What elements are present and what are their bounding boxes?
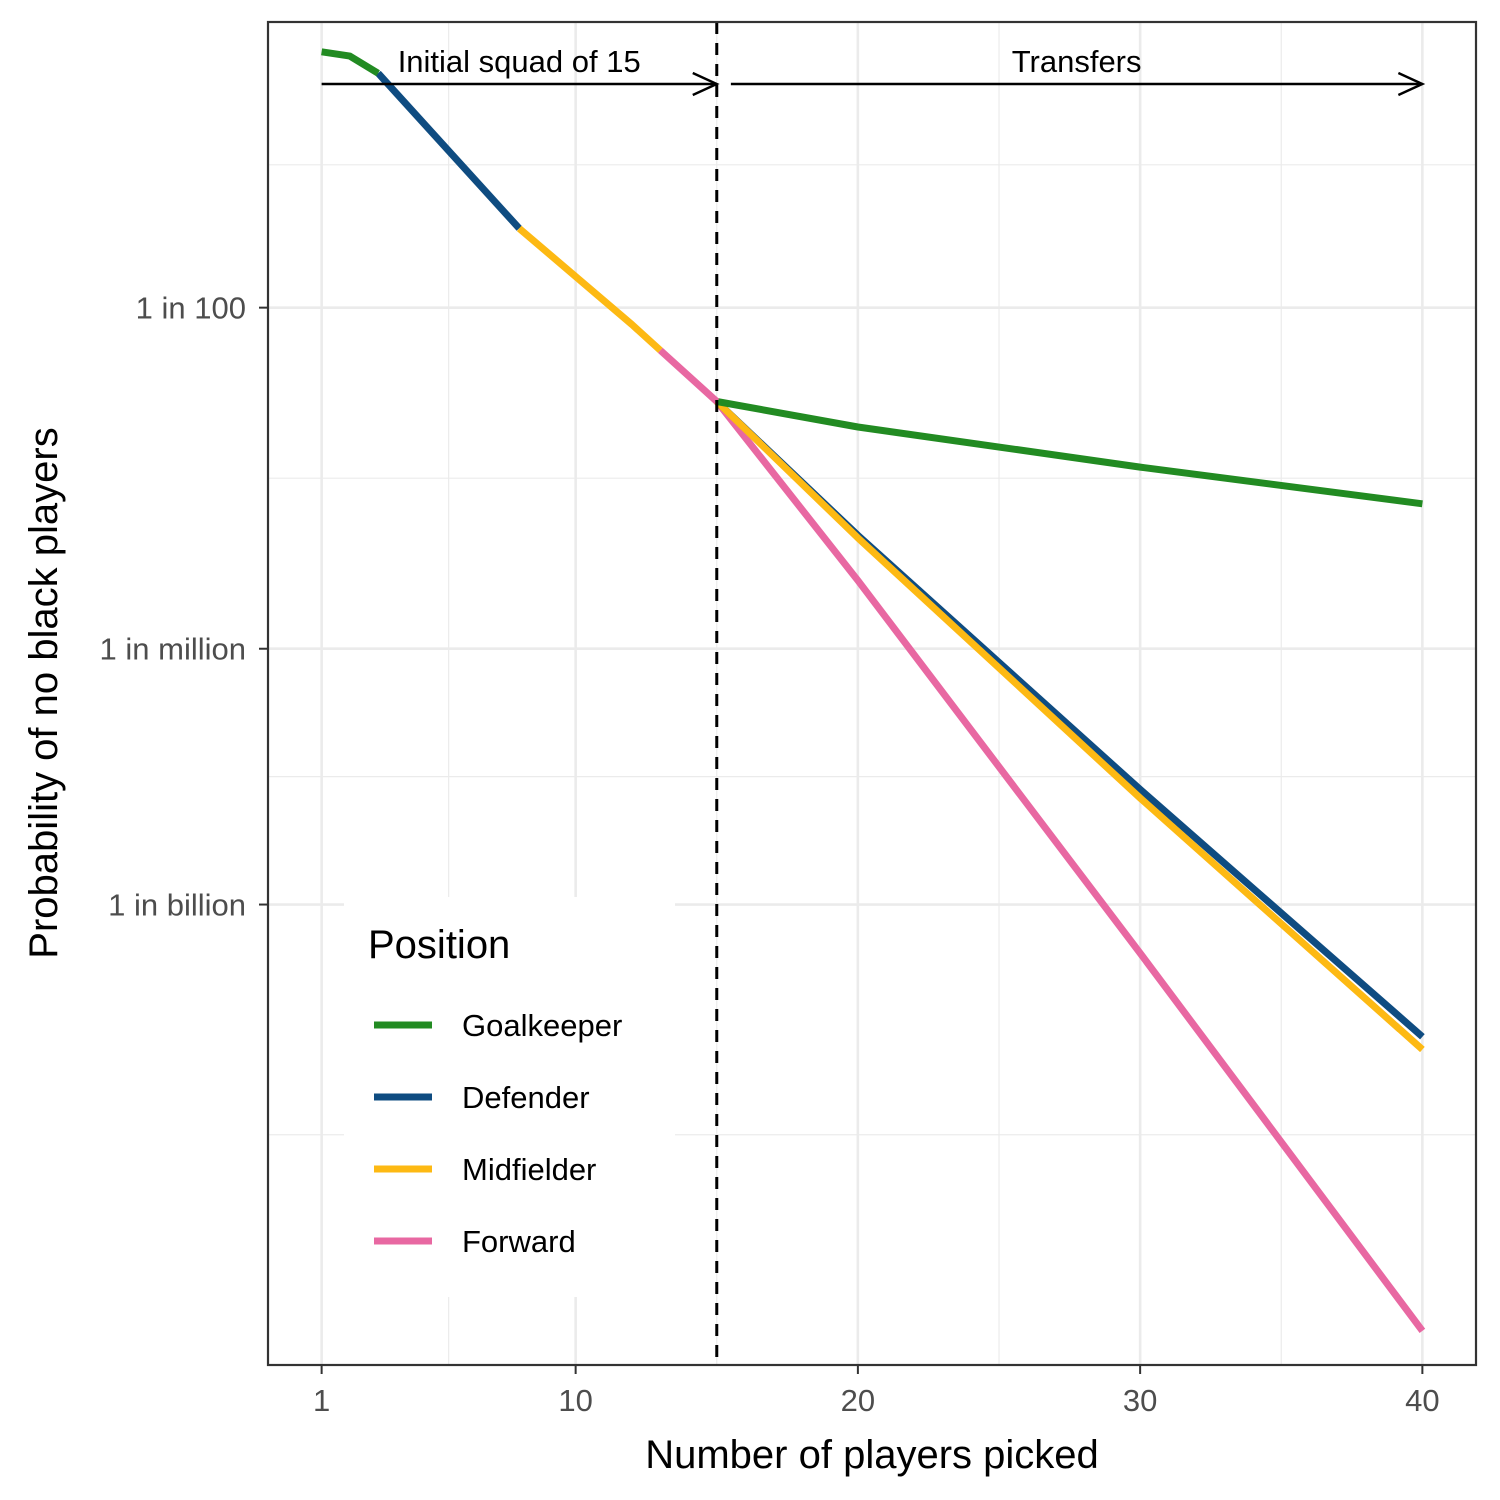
legend-label-goalkeeper: Goalkeeper <box>462 1008 622 1043</box>
plot-border <box>266 20 1478 1367</box>
y-axis-title: Probability of no black players <box>22 427 66 958</box>
series-line-midfielder-transfers <box>714 398 1425 1053</box>
y-tick-label: 1 in million <box>100 632 246 667</box>
series-line-goalkeeper-transfers <box>716 398 1423 508</box>
series-line-goalkeeper-initial <box>321 48 380 77</box>
legend-label-midfielder: Midfielder <box>462 1152 596 1187</box>
x-tick-label: 10 <box>558 1383 592 1418</box>
x-tick-label: 20 <box>841 1383 875 1418</box>
series-line-forward-transfers <box>714 399 1426 1333</box>
legend-label-forward: Forward <box>462 1224 576 1259</box>
series-line-defender-initial <box>375 70 522 231</box>
y-tick-label: 1 in billion <box>108 888 246 923</box>
x-tick-label: 30 <box>1123 1383 1157 1418</box>
x-tick-label: 1 <box>313 1383 330 1418</box>
x-axis-title: Number of players picked <box>645 1433 1099 1477</box>
x-tick-label: 40 <box>1405 1383 1439 1418</box>
legend: Position Goalkeeper Defender Midfielder Forw… <box>344 897 675 1297</box>
arrow-head-icon <box>1397 71 1426 97</box>
arrow-head-icon <box>692 71 720 97</box>
annotations: Initial squad of 15 Transfers <box>321 22 1426 1365</box>
series-line-forward-initial <box>657 347 720 405</box>
legend-label-defender: Defender <box>462 1080 590 1115</box>
y-tick-label: 1 in 100 <box>136 291 246 326</box>
legend-title: Position <box>368 923 510 967</box>
annotation-initial-squad: Initial squad of 15 <box>398 44 641 79</box>
series-lines <box>321 48 1426 1333</box>
axes: 1 10 20 30 40 1 in 100 1 in million 1 in billio… <box>100 291 1440 1418</box>
annotation-transfers: Transfers <box>1012 44 1142 79</box>
series-line-midfielder-initial <box>516 225 663 353</box>
